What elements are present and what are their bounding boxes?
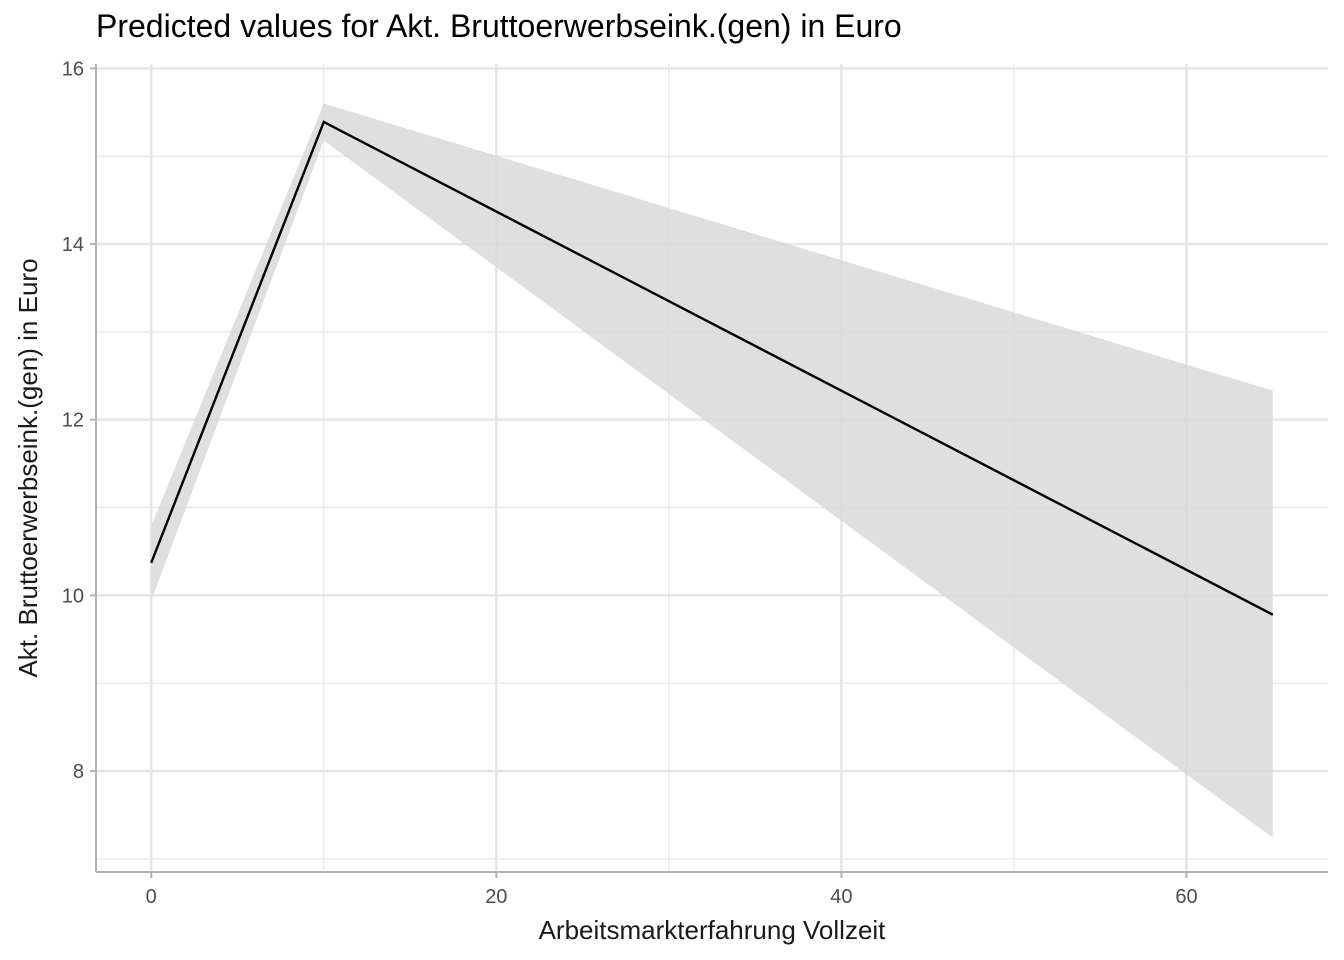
y-axis-title: Akt. Bruttoerwerbseink.(gen) in Euro bbox=[13, 258, 43, 677]
y-tick-label: 12 bbox=[62, 410, 84, 432]
x-axis-ticks: 0 20 40 60 bbox=[146, 872, 1198, 908]
x-tick-label: 0 bbox=[146, 886, 157, 908]
x-axis-title: Arbeitsmarkterfahrung Vollzeit bbox=[539, 915, 887, 945]
x-tick-label: 20 bbox=[485, 886, 507, 908]
y-axis-ticks: 8 10 12 14 16 bbox=[62, 58, 96, 783]
predicted-line bbox=[150, 120, 1274, 616]
confidence-band bbox=[151, 103, 1273, 838]
y-tick-label: 8 bbox=[73, 761, 84, 783]
chart-title: Predicted values for Akt. Bruttoerwerbse… bbox=[96, 8, 902, 44]
x-tick-label: 40 bbox=[830, 886, 852, 908]
x-tick-label: 60 bbox=[1175, 886, 1197, 908]
axes bbox=[95, 64, 1328, 873]
y-tick-label: 14 bbox=[62, 234, 84, 256]
y-tick-label: 16 bbox=[62, 58, 84, 80]
y-tick-label: 10 bbox=[62, 585, 84, 607]
